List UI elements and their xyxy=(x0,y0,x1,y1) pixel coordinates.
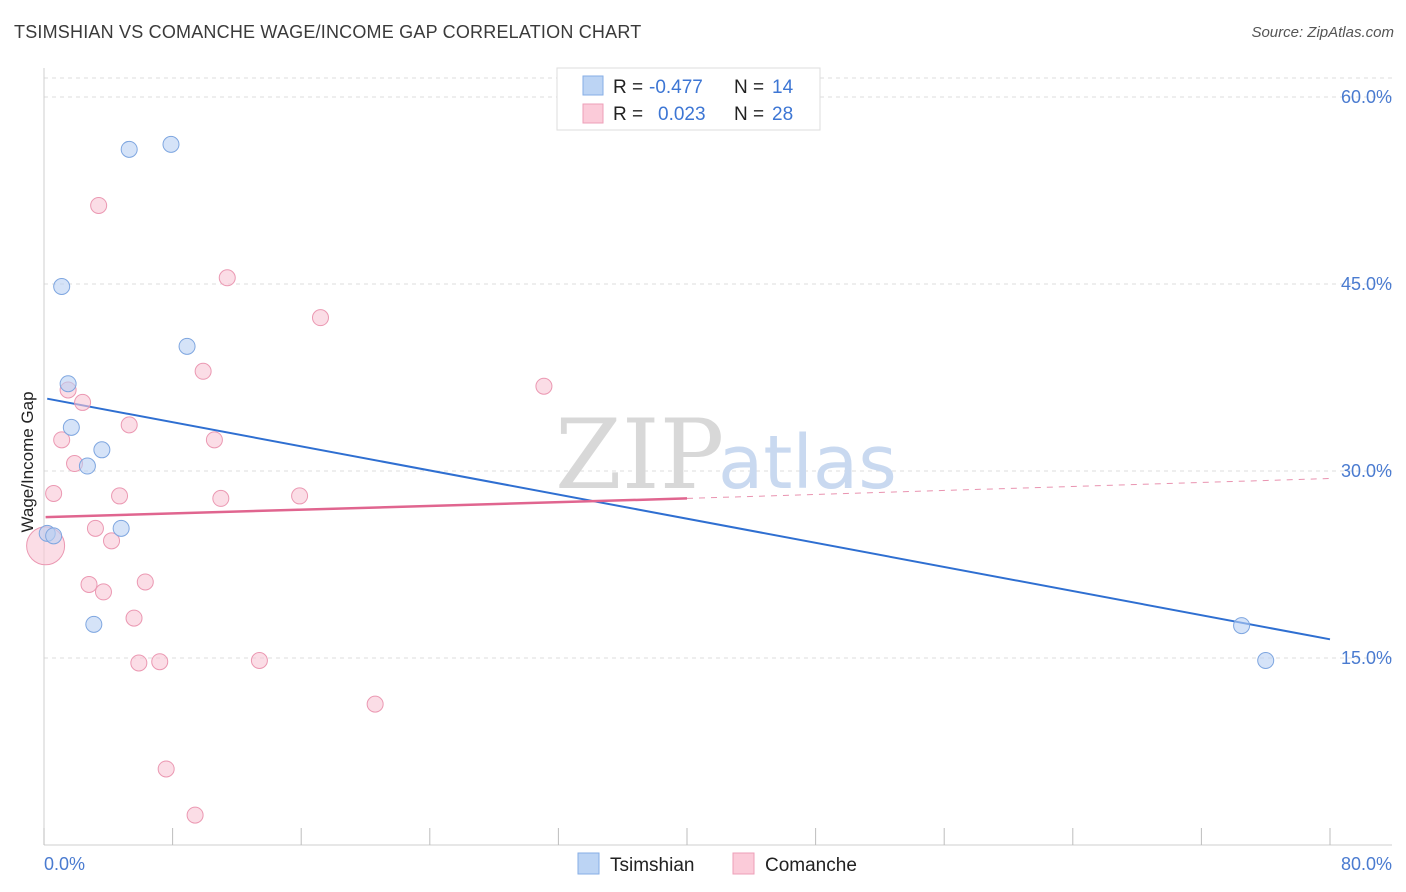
watermark-zip: ZIP xyxy=(555,399,724,511)
tsimshian-r-value: -0.477 xyxy=(649,77,703,98)
comanche-series-swatch xyxy=(732,852,755,875)
comanche-point-16 xyxy=(151,653,169,671)
comanche-point-15 xyxy=(136,573,154,591)
comanche-point-21 xyxy=(212,489,230,507)
point-layer xyxy=(26,135,1275,824)
comanche-n-value: 28 xyxy=(772,104,793,125)
comanche-point-5 xyxy=(74,393,92,411)
comanche-point-12 xyxy=(120,416,138,434)
tsimshian-legend-swatch xyxy=(582,75,604,96)
comanche-trend-line xyxy=(45,497,688,519)
tsimshian-point-2 xyxy=(53,277,71,295)
comanche-point-25 xyxy=(311,309,329,327)
tsimshian-point-13 xyxy=(1257,651,1275,669)
chart-title: TSIMSHIAN VS COMANCHE WAGE/INCOME GAP CO… xyxy=(14,22,642,42)
comanche-point-19 xyxy=(194,362,212,380)
tsimshian-n-label: N = xyxy=(734,77,764,98)
comanche-point-13 xyxy=(125,609,143,627)
tsimshian-point-11 xyxy=(178,337,196,355)
x-tick-label-min: 0.0% xyxy=(44,854,85,874)
comanche-n-label: N = xyxy=(734,104,764,125)
tsimshian-series-swatch xyxy=(577,852,600,875)
comanche-series-label: Comanche xyxy=(765,855,857,876)
comanche-point-7 xyxy=(86,519,104,537)
comanche-legend-swatch xyxy=(582,103,604,124)
comanche-point-26 xyxy=(366,695,384,713)
comanche-point-6 xyxy=(80,575,98,593)
comanche-point-17 xyxy=(157,760,175,778)
x-tick-label-max: 80.0% xyxy=(1341,854,1392,874)
comanche-point-11 xyxy=(111,487,129,505)
comanche-r-value: 0.023 xyxy=(658,104,706,125)
grid-layer xyxy=(44,77,1392,659)
comanche-point-14 xyxy=(130,654,148,672)
comanche-point-18 xyxy=(186,806,204,824)
tsimshian-point-9 xyxy=(120,140,138,158)
y-tick-label-2: 45.0% xyxy=(1341,274,1392,294)
tsimshian-point-10 xyxy=(162,135,180,153)
series-legend: Tsimshian Comanche xyxy=(577,852,857,876)
comanche-point-1 xyxy=(45,484,63,502)
tsimshian-point-12 xyxy=(1233,617,1251,635)
y-tick-label-0: 15.0% xyxy=(1341,648,1392,668)
tsimshian-point-6 xyxy=(93,441,111,459)
y-axis-label: Wage/Income Gap xyxy=(18,391,37,532)
comanche-point-24 xyxy=(291,487,309,505)
tsimshian-r-label: R = xyxy=(613,77,643,98)
tsimshian-point-5 xyxy=(78,457,96,475)
comanche-point-10 xyxy=(103,532,121,550)
watermark-atlas: atlas xyxy=(718,420,897,506)
comanche-point-8 xyxy=(90,196,108,214)
comanche-point-2 xyxy=(53,431,71,449)
tsimshian-trend-line xyxy=(47,397,1331,641)
tsimshian-n-value: 14 xyxy=(772,77,794,98)
y-tick-label-3: 60.0% xyxy=(1341,87,1392,107)
comanche-point-27 xyxy=(535,377,553,395)
comanche-point-22 xyxy=(218,269,236,287)
watermark: ZIP atlas xyxy=(555,399,897,511)
tsimshian-series-label: Tsimshian xyxy=(610,855,694,876)
trend-layer xyxy=(45,397,1331,641)
comanche-point-23 xyxy=(250,651,268,669)
comanche-point-9 xyxy=(94,583,112,601)
tsimshian-point-1 xyxy=(45,527,63,545)
tsimshian-point-4 xyxy=(62,418,80,436)
y-tick-label-1: 30.0% xyxy=(1341,461,1392,481)
source-label: Source: ZipAtlas.com xyxy=(1251,24,1394,41)
comanche-point-20 xyxy=(205,431,223,449)
axis-layer: 15.0% 30.0% 45.0% 60.0% xyxy=(43,68,1392,846)
tsimshian-point-8 xyxy=(112,519,130,537)
stats-legend: R = -0.477 N = 14 R = 0.023 N = 28 xyxy=(556,67,821,131)
tsimshian-point-3 xyxy=(59,375,77,393)
tsimshian-point-7 xyxy=(85,615,103,633)
comanche-r-label: R = xyxy=(613,104,643,125)
